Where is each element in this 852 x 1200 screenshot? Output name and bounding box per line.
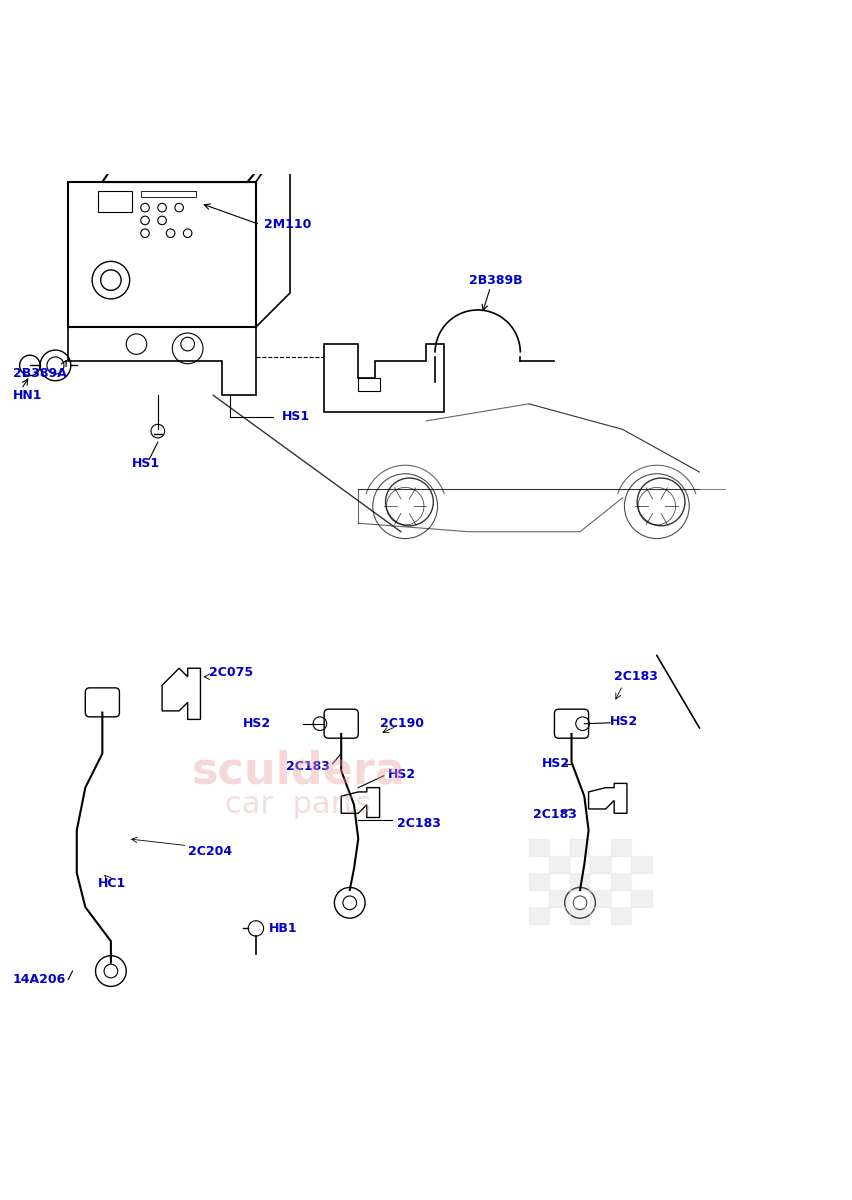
Bar bbox=[590, 872, 610, 890]
Bar bbox=[98, 191, 132, 212]
Text: 2B389A: 2B389A bbox=[13, 367, 66, 380]
Text: HN1: HN1 bbox=[13, 389, 43, 402]
Bar bbox=[569, 856, 590, 872]
Text: HS2: HS2 bbox=[541, 757, 569, 770]
Text: 2C204: 2C204 bbox=[187, 845, 232, 858]
Text: HS2: HS2 bbox=[388, 768, 416, 780]
Text: sculdera: sculdera bbox=[192, 749, 405, 792]
Bar bbox=[630, 872, 651, 890]
Text: 2B389B: 2B389B bbox=[469, 274, 522, 287]
Text: 2M110: 2M110 bbox=[264, 218, 312, 232]
Bar bbox=[590, 839, 610, 856]
Bar bbox=[630, 890, 651, 907]
Bar bbox=[590, 907, 610, 924]
Bar bbox=[549, 890, 569, 907]
Text: 2C190: 2C190 bbox=[379, 718, 423, 730]
Bar bbox=[610, 890, 630, 907]
Bar bbox=[610, 839, 630, 856]
Text: HS2: HS2 bbox=[609, 715, 637, 727]
Bar bbox=[630, 839, 651, 856]
Bar bbox=[610, 907, 630, 924]
Bar bbox=[528, 907, 549, 924]
Text: car  parts: car parts bbox=[225, 791, 371, 820]
Bar bbox=[610, 856, 630, 872]
Text: 2C183: 2C183 bbox=[285, 760, 329, 773]
Bar bbox=[549, 839, 569, 856]
Text: 2C183: 2C183 bbox=[613, 671, 657, 683]
Text: 14A206: 14A206 bbox=[13, 973, 66, 986]
Bar bbox=[528, 872, 549, 890]
Bar bbox=[590, 890, 610, 907]
Bar bbox=[528, 856, 549, 872]
Text: HS2: HS2 bbox=[243, 718, 271, 730]
Text: HC1: HC1 bbox=[98, 877, 126, 889]
Bar bbox=[528, 890, 549, 907]
Text: HS1: HS1 bbox=[132, 457, 160, 470]
Text: 2C183: 2C183 bbox=[396, 817, 440, 830]
Bar bbox=[549, 907, 569, 924]
Text: HS1: HS1 bbox=[281, 410, 309, 424]
Text: HB1: HB1 bbox=[268, 922, 297, 935]
Bar bbox=[590, 856, 610, 872]
Text: 2C075: 2C075 bbox=[209, 666, 253, 679]
Bar bbox=[549, 872, 569, 890]
Bar bbox=[569, 839, 590, 856]
Bar bbox=[630, 907, 651, 924]
Bar bbox=[630, 856, 651, 872]
Bar bbox=[549, 856, 569, 872]
Bar bbox=[358, 378, 379, 391]
Bar bbox=[569, 907, 590, 924]
Bar bbox=[528, 839, 549, 856]
Bar bbox=[141, 191, 196, 197]
Bar bbox=[569, 890, 590, 907]
Bar bbox=[569, 872, 590, 890]
Bar bbox=[610, 872, 630, 890]
Text: 2C183: 2C183 bbox=[532, 809, 576, 822]
